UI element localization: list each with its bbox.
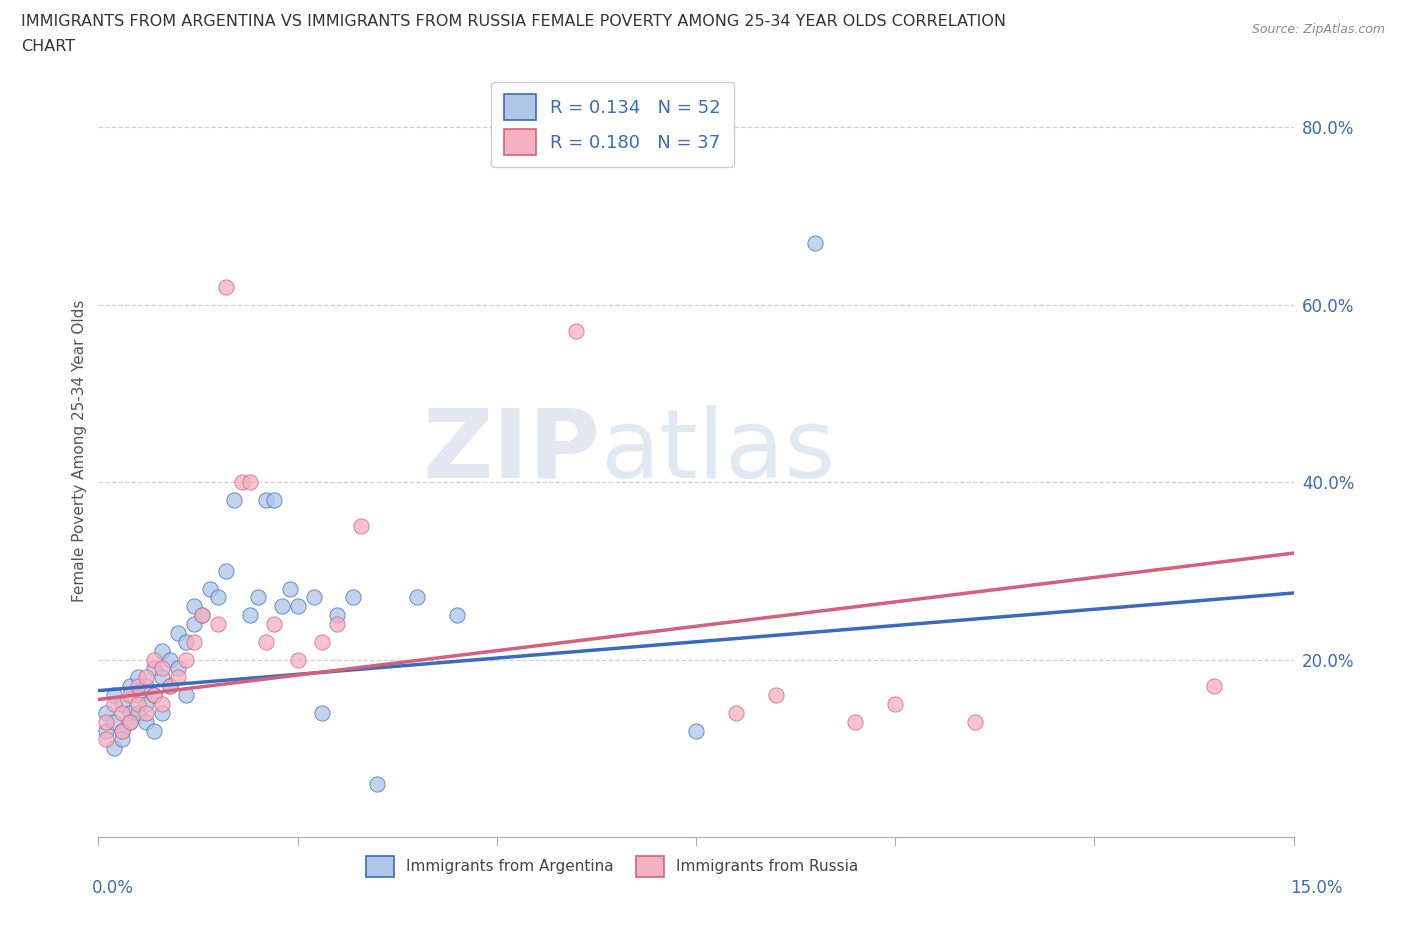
Point xyxy=(143,652,166,667)
Point xyxy=(111,724,134,738)
Point xyxy=(150,705,173,720)
Point xyxy=(263,492,285,507)
Point xyxy=(135,714,157,729)
Text: atlas: atlas xyxy=(600,405,835,498)
Point xyxy=(111,705,134,720)
Point xyxy=(143,724,166,738)
Point xyxy=(120,714,142,729)
Point xyxy=(143,687,166,702)
Point xyxy=(159,679,181,694)
Point xyxy=(150,661,173,676)
Point xyxy=(191,607,214,622)
Point xyxy=(127,705,149,720)
Point xyxy=(120,679,142,694)
Point xyxy=(135,679,157,694)
Point xyxy=(150,697,173,711)
Point xyxy=(183,634,205,649)
Point xyxy=(183,617,205,631)
Point xyxy=(366,777,388,791)
Point xyxy=(239,607,262,622)
Text: IMMIGRANTS FROM ARGENTINA VS IMMIGRANTS FROM RUSSIA FEMALE POVERTY AMONG 25-34 Y: IMMIGRANTS FROM ARGENTINA VS IMMIGRANTS … xyxy=(21,14,1007,29)
Point xyxy=(198,581,221,596)
Point xyxy=(111,697,134,711)
Point xyxy=(103,714,125,729)
Point xyxy=(96,724,118,738)
Point xyxy=(239,474,262,489)
Point xyxy=(326,617,349,631)
Point xyxy=(724,705,747,720)
Point xyxy=(143,661,166,676)
Point xyxy=(167,661,190,676)
Point xyxy=(159,679,181,694)
Point xyxy=(685,724,707,738)
Point xyxy=(884,697,907,711)
Point xyxy=(207,617,229,631)
Point xyxy=(120,705,142,720)
Point xyxy=(103,697,125,711)
Point xyxy=(278,581,301,596)
Point xyxy=(111,724,134,738)
Point xyxy=(135,705,157,720)
Point xyxy=(270,599,292,614)
Text: 15.0%: 15.0% xyxy=(1291,879,1343,897)
Point xyxy=(159,652,181,667)
Point xyxy=(311,634,333,649)
Point xyxy=(143,687,166,702)
Text: 0.0%: 0.0% xyxy=(91,879,134,897)
Point xyxy=(765,687,787,702)
Point xyxy=(167,670,190,684)
Point xyxy=(183,599,205,614)
Point xyxy=(263,617,285,631)
Text: ZIP: ZIP xyxy=(422,405,600,498)
Point xyxy=(844,714,866,729)
Point xyxy=(342,590,364,604)
Point xyxy=(127,670,149,684)
Point xyxy=(167,626,190,641)
Point xyxy=(135,697,157,711)
Point xyxy=(120,687,142,702)
Point xyxy=(135,670,157,684)
Point xyxy=(215,280,238,295)
Point xyxy=(111,732,134,747)
Point xyxy=(302,590,325,604)
Point xyxy=(127,687,149,702)
Point xyxy=(96,705,118,720)
Point xyxy=(127,679,149,694)
Point xyxy=(103,741,125,756)
Point xyxy=(215,564,238,578)
Point xyxy=(311,705,333,720)
Point xyxy=(174,652,197,667)
Point xyxy=(150,670,173,684)
Point xyxy=(103,687,125,702)
Point xyxy=(96,732,118,747)
Point xyxy=(127,697,149,711)
Point xyxy=(207,590,229,604)
Text: Source: ZipAtlas.com: Source: ZipAtlas.com xyxy=(1251,23,1385,36)
Point xyxy=(406,590,429,604)
Point xyxy=(231,474,253,489)
Point xyxy=(246,590,269,604)
Legend: Immigrants from Argentina, Immigrants from Russia: Immigrants from Argentina, Immigrants fr… xyxy=(360,849,865,884)
Point xyxy=(565,324,588,339)
Point xyxy=(254,634,277,649)
Point xyxy=(1202,679,1225,694)
Point xyxy=(804,235,827,250)
Point xyxy=(150,644,173,658)
Text: CHART: CHART xyxy=(21,39,75,54)
Y-axis label: Female Poverty Among 25-34 Year Olds: Female Poverty Among 25-34 Year Olds xyxy=(72,299,87,603)
Point xyxy=(174,687,197,702)
Point xyxy=(287,599,309,614)
Point xyxy=(191,607,214,622)
Point xyxy=(96,714,118,729)
Point xyxy=(254,492,277,507)
Point xyxy=(963,714,986,729)
Point xyxy=(287,652,309,667)
Point xyxy=(222,492,245,507)
Point xyxy=(174,634,197,649)
Point xyxy=(446,607,468,622)
Point xyxy=(350,519,373,534)
Point xyxy=(120,714,142,729)
Point xyxy=(326,607,349,622)
